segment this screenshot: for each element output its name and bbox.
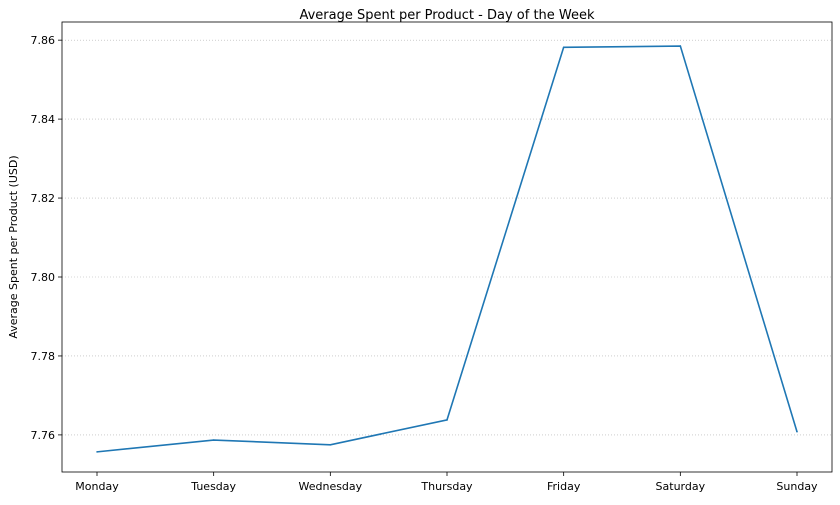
plot-frame <box>61 21 833 473</box>
x-tick-label: Friday <box>547 480 581 493</box>
y-tick-label: 7.78 <box>31 350 56 363</box>
series-lines <box>96 45 798 453</box>
x-tick-label: Sunday <box>776 480 818 493</box>
x-tick-label: Tuesday <box>190 480 236 493</box>
y-tick-label: 7.80 <box>31 271 56 284</box>
x-tick-label: Thursday <box>420 480 473 493</box>
series-line <box>96 45 798 453</box>
data-point <box>329 443 332 446</box>
y-tick-label: 7.84 <box>31 113 56 126</box>
data-point <box>562 46 565 49</box>
data-point <box>212 439 215 441</box>
x-axis: Monday Tuesday Wednesday Thursday Friday Satu… <box>75 472 818 493</box>
chart-title: Average Spent per Product - Day of the W… <box>299 8 595 23</box>
y-tick-label: 7.82 <box>31 192 56 205</box>
data-point <box>96 451 98 453</box>
x-tick-label: Monday <box>75 480 119 493</box>
y-axis-label: Average Spent per Product (USD) <box>7 155 20 338</box>
x-tick-label: Wednesday <box>298 480 362 493</box>
y-axis: 7.76 7.78 7.80 7.82 7.84 7.86 <box>31 34 62 442</box>
data-point <box>679 45 682 47</box>
data-point <box>796 430 798 433</box>
x-tick-label: Saturday <box>656 480 706 493</box>
y-tick-label: 7.76 <box>31 429 56 442</box>
grid <box>62 39 832 436</box>
data-point <box>446 419 448 421</box>
y-tick-label: 7.86 <box>31 34 56 47</box>
